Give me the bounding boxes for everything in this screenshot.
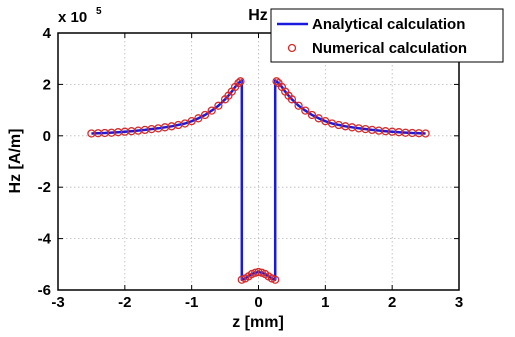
legend-label-numerical: Numerical calculation (312, 40, 467, 57)
series-marker-numerical (234, 78, 243, 88)
series-marker-numerical (214, 101, 223, 110)
y-tick-label: -4 (38, 231, 52, 248)
x-axis-label: z [mm] (232, 314, 284, 331)
x-tick-label: 0 (254, 294, 262, 311)
y-tick-label: -2 (38, 179, 51, 196)
x-tick-label: -3 (51, 294, 64, 311)
y-axis: -6 -4 -2 0 2 4 (38, 25, 459, 299)
series-marker-numerical (314, 114, 323, 123)
series-marker-numerical (421, 129, 430, 138)
x-axis: -3 -2 -1 0 1 2 3 (51, 33, 463, 311)
series-marker-numerical (207, 106, 216, 115)
y-axis-label: Hz [A/m] (7, 129, 24, 194)
y-tick-label: -6 (38, 282, 51, 299)
series-marker-numerical (307, 110, 317, 120)
series-marker-numerical (271, 275, 280, 284)
legend-marker-swatch (287, 43, 297, 53)
series-marker-numerical (187, 117, 196, 126)
y-tick-label: 0 (43, 128, 51, 145)
series-marker-numerical (194, 114, 203, 123)
x-tick-label: 1 (321, 294, 329, 311)
chart-title: Hz (248, 7, 268, 24)
y-exponent-power: 5 (96, 6, 102, 17)
x-tick-label: 3 (455, 294, 463, 311)
series-marker-numerical (301, 106, 310, 115)
series-marker-numerical (287, 95, 297, 104)
series-marker-numerical (200, 110, 210, 120)
legend: Analytical calculation Numerical calcula… (270, 8, 504, 63)
legend-box (270, 8, 504, 63)
x-tick-label: -1 (185, 294, 198, 311)
x-tick-label: -2 (118, 294, 131, 311)
legend-label-analytical: Analytical calculation (312, 16, 465, 33)
series-marker-numerical (236, 77, 245, 86)
series-marker-numerical (272, 77, 281, 86)
y-exponent-base: x 10 (58, 9, 87, 26)
x-tick-label: 2 (388, 294, 396, 311)
grid (57, 32, 460, 291)
y-tick-label: 2 (43, 76, 51, 93)
y-tick-label: 4 (43, 25, 52, 42)
series-marker-numerical (294, 101, 303, 110)
plot-area (87, 77, 430, 284)
